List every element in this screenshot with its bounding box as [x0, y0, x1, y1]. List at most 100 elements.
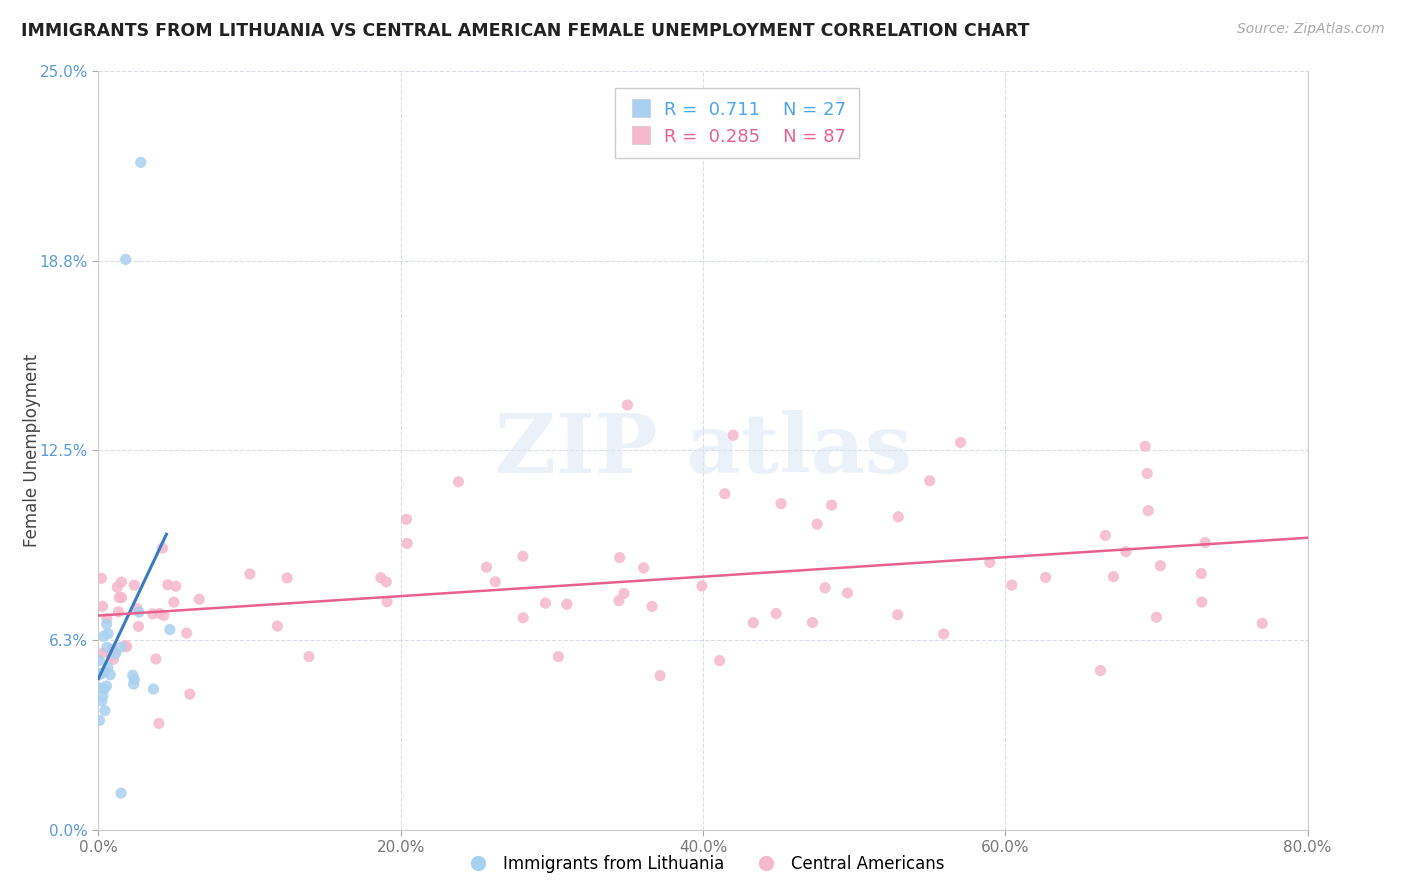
- Point: [90, 694, 112, 708]
- Point: [723, 428, 745, 442]
- Point: [110, 591, 132, 605]
- Point: [153, 608, 176, 623]
- Point: [1001, 578, 1024, 592]
- Point: [949, 435, 972, 450]
- Point: [142, 682, 165, 697]
- Point: [769, 497, 792, 511]
- Point: [90, 666, 112, 681]
- Text: Female Unemployment: Female Unemployment: [22, 354, 41, 547]
- Point: [396, 536, 419, 550]
- Point: [188, 592, 211, 607]
- Point: [641, 599, 664, 614]
- Point: [1146, 610, 1168, 624]
- Point: [93, 665, 115, 679]
- Point: [156, 578, 179, 592]
- Point: [93, 681, 115, 696]
- Point: [648, 668, 671, 682]
- Point: [1135, 439, 1157, 453]
- Point: [932, 627, 955, 641]
- Point: [103, 652, 125, 666]
- Point: [239, 567, 262, 582]
- Point: [821, 498, 844, 512]
- Point: [1094, 528, 1116, 542]
- Point: [100, 648, 122, 663]
- Point: [534, 596, 557, 610]
- Point: [547, 649, 569, 664]
- Point: [1115, 545, 1137, 559]
- Point: [159, 623, 181, 637]
- Point: [979, 555, 1001, 569]
- Point: [110, 640, 132, 654]
- Point: [375, 595, 398, 609]
- Point: [1102, 570, 1125, 584]
- Point: [276, 571, 298, 585]
- Point: [555, 597, 578, 611]
- Point: [806, 517, 828, 532]
- Point: [1251, 616, 1274, 631]
- Point: [886, 607, 908, 622]
- Point: [125, 601, 148, 615]
- Point: [104, 647, 127, 661]
- Point: [89, 681, 111, 695]
- Text: Source: ZipAtlas.com: Source: ZipAtlas.com: [1237, 22, 1385, 37]
- Point: [145, 652, 167, 666]
- Point: [124, 673, 146, 687]
- Point: [128, 605, 150, 619]
- Point: [887, 509, 910, 524]
- Point: [918, 474, 941, 488]
- Point: [1194, 535, 1216, 549]
- Point: [613, 586, 636, 600]
- Legend: R =  0.711    N = 27, R =  0.285    N = 87: R = 0.711 N = 27, R = 0.285 N = 87: [616, 88, 859, 158]
- Point: [375, 574, 398, 589]
- Point: [122, 677, 145, 691]
- Point: [89, 714, 111, 728]
- Point: [163, 595, 186, 609]
- Point: [115, 640, 138, 654]
- Point: [97, 660, 120, 674]
- Point: [179, 687, 201, 701]
- Point: [97, 626, 120, 640]
- Point: [742, 615, 765, 630]
- Point: [512, 611, 534, 625]
- Point: [1035, 570, 1057, 584]
- Point: [1149, 558, 1171, 573]
- Text: ZIP atlas: ZIP atlas: [495, 410, 911, 491]
- Point: [96, 640, 118, 655]
- Point: [105, 580, 128, 594]
- Point: [370, 571, 392, 585]
- Point: [94, 704, 117, 718]
- Point: [713, 487, 735, 501]
- Point: [142, 607, 165, 621]
- Point: [1136, 467, 1159, 481]
- Point: [165, 579, 187, 593]
- Point: [814, 581, 837, 595]
- Point: [633, 561, 655, 575]
- Point: [475, 560, 498, 574]
- Point: [103, 646, 125, 660]
- Point: [837, 586, 859, 600]
- Point: [609, 550, 631, 565]
- Point: [101, 642, 124, 657]
- Point: [266, 619, 288, 633]
- Point: [148, 716, 170, 731]
- Point: [91, 599, 114, 614]
- Point: [89, 667, 111, 681]
- Point: [96, 611, 118, 625]
- Point: [122, 578, 145, 592]
- Point: [1090, 664, 1112, 678]
- Point: [114, 252, 136, 267]
- Point: [89, 653, 111, 667]
- Point: [152, 541, 174, 555]
- Point: [110, 574, 132, 589]
- Point: [90, 571, 112, 585]
- Point: [93, 629, 115, 643]
- Point: [121, 668, 143, 682]
- Point: [129, 155, 152, 169]
- Point: [1137, 504, 1160, 518]
- Point: [484, 574, 506, 589]
- Point: [512, 549, 534, 564]
- Legend: Immigrants from Lithuania, Central Americans: Immigrants from Lithuania, Central Ameri…: [454, 848, 952, 880]
- Point: [709, 654, 731, 668]
- Point: [395, 512, 418, 526]
- Point: [98, 667, 121, 681]
